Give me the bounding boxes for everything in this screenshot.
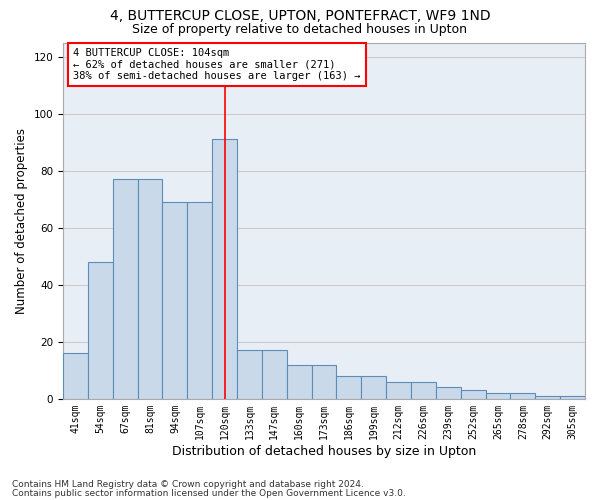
- Bar: [163, 202, 187, 399]
- Bar: [212, 140, 237, 399]
- Text: 4 BUTTERCUP CLOSE: 104sqm
← 62% of detached houses are smaller (271)
38% of semi: 4 BUTTERCUP CLOSE: 104sqm ← 62% of detac…: [73, 48, 361, 81]
- Bar: [337, 376, 361, 399]
- Bar: [386, 382, 411, 399]
- Bar: [88, 262, 113, 399]
- Bar: [485, 393, 511, 399]
- Bar: [411, 382, 436, 399]
- Text: Contains HM Land Registry data © Crown copyright and database right 2024.: Contains HM Land Registry data © Crown c…: [12, 480, 364, 489]
- Bar: [113, 180, 137, 399]
- Bar: [461, 390, 485, 399]
- Bar: [361, 376, 386, 399]
- X-axis label: Distribution of detached houses by size in Upton: Distribution of detached houses by size …: [172, 444, 476, 458]
- Text: 4, BUTTERCUP CLOSE, UPTON, PONTEFRACT, WF9 1ND: 4, BUTTERCUP CLOSE, UPTON, PONTEFRACT, W…: [110, 9, 490, 23]
- Bar: [237, 350, 262, 399]
- Bar: [287, 364, 311, 399]
- Bar: [187, 202, 212, 399]
- Bar: [560, 396, 585, 399]
- Bar: [311, 364, 337, 399]
- Bar: [63, 353, 88, 399]
- Text: Size of property relative to detached houses in Upton: Size of property relative to detached ho…: [133, 22, 467, 36]
- Bar: [262, 350, 287, 399]
- Bar: [535, 396, 560, 399]
- Bar: [436, 388, 461, 399]
- Text: Contains public sector information licensed under the Open Government Licence v3: Contains public sector information licen…: [12, 488, 406, 498]
- Bar: [511, 393, 535, 399]
- Y-axis label: Number of detached properties: Number of detached properties: [15, 128, 28, 314]
- Bar: [137, 180, 163, 399]
